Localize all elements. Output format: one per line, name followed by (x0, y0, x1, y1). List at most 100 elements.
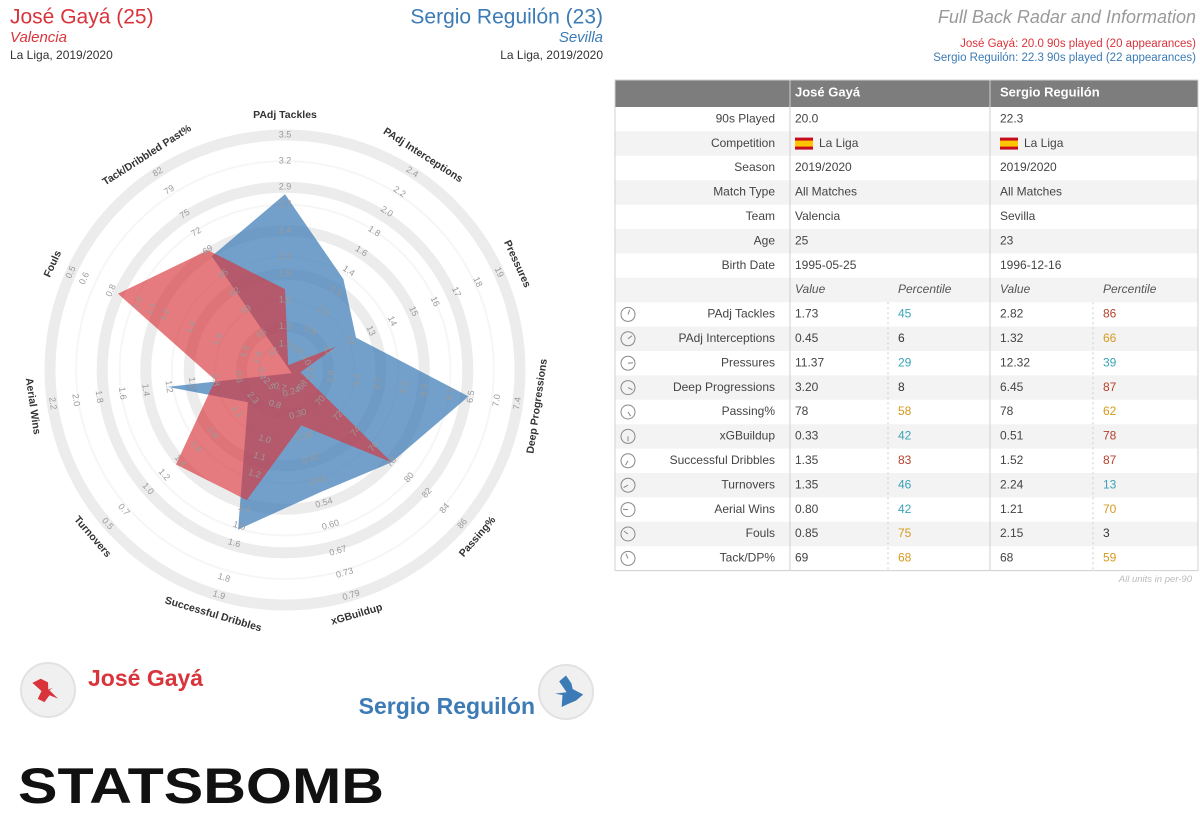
row-background (615, 424, 1198, 449)
tick-label: 68 (295, 378, 309, 392)
metric-icon (620, 355, 636, 371)
tick-label: 1.6 (210, 331, 224, 347)
cell-percentile: 62 (1103, 404, 1117, 418)
tick-label: 86 (455, 516, 469, 530)
metric-icon (620, 331, 636, 347)
metric-icon (620, 477, 636, 493)
row-label: 90s Played (716, 111, 775, 125)
column-header: José Gayá (795, 84, 861, 99)
cell-value: 1.73 (795, 307, 819, 321)
cell-value: 0.80 (795, 502, 819, 516)
cell-value: 0.45 (795, 331, 819, 345)
subheader: Percentile (898, 282, 952, 296)
tick-label: 79 (162, 183, 176, 197)
tick-label: 78 (384, 455, 398, 469)
tick-label: 0.30 (288, 406, 308, 421)
tick-label: 0.6 (77, 270, 91, 286)
cell-percentile: 8 (898, 380, 905, 394)
tick-label: 1.0 (130, 295, 144, 311)
cell: La Liga (1024, 136, 1064, 150)
table-note: All units in per-90 (1118, 574, 1193, 585)
tick-label: 7.0 (490, 393, 502, 407)
tick-label: 1.6 (279, 295, 292, 305)
cell-percentile: 68 (898, 551, 912, 565)
tick-label: 80 (402, 470, 416, 484)
cell-percentile: 83 (898, 453, 912, 467)
tick-label: 0.67 (328, 543, 348, 558)
tick-label: 5.2 (397, 380, 409, 394)
tick-label: 0.6 (233, 370, 245, 384)
metric-icon (620, 380, 636, 396)
tick-label: 0.24 (282, 384, 302, 399)
tick-label: 0.79 (341, 588, 361, 603)
cell-percentile: 13 (1103, 477, 1117, 491)
legend-label: José Gayá (88, 665, 203, 691)
tick-label: 72 (189, 225, 203, 239)
cell-value: 2.82 (1000, 307, 1024, 321)
tick-label: 2.4 (279, 225, 292, 235)
metric-icon (620, 502, 636, 518)
cell-percentile: 87 (1103, 453, 1117, 467)
metric-icon (620, 526, 636, 542)
tick-label: 75 (178, 207, 192, 221)
legend-swatch (555, 675, 584, 707)
cell-percentile: 39 (1103, 355, 1117, 369)
metric-icon (627, 387, 633, 391)
table-header (615, 80, 1198, 107)
tick-label: 1.4 (237, 502, 252, 515)
tick-label: 0.7 (273, 380, 288, 393)
tick-label: 0.8 (104, 283, 118, 299)
tick-label: 17 (450, 285, 463, 298)
row-label: PAdj Interceptions (679, 331, 776, 345)
legend-swatch (32, 678, 58, 703)
metric-icon (625, 553, 629, 559)
subheader: Percentile (1103, 282, 1157, 296)
tick-label: 1.3 (279, 321, 292, 331)
cell-percentile: 87 (1103, 380, 1117, 394)
tick-label: 1.6 (227, 536, 242, 549)
tick-label: 4.7 (372, 376, 384, 390)
cell-value: 1.35 (795, 453, 819, 467)
cell-value: 1.21 (1000, 502, 1024, 516)
tick-label: 82 (151, 165, 165, 179)
metric-icon (620, 306, 636, 322)
row-label: xGBuildup (720, 429, 776, 443)
cell: Sevilla (1000, 209, 1036, 223)
tick-label: 0.73 (335, 565, 355, 580)
tick-label: 11 (322, 344, 335, 357)
row-label: Tack/DP% (720, 551, 776, 565)
row-label: PAdj Tackles (707, 307, 775, 321)
row-background (615, 473, 1198, 498)
metric-icon (625, 460, 629, 466)
legend-badge (538, 664, 594, 720)
tick-label: 1.5 (232, 519, 247, 532)
cell-percentile: 3 (1103, 526, 1110, 540)
tick-label: 55 (255, 327, 269, 341)
subtitle: José Gayá: 20.0 90s played (20 appearanc… (960, 38, 1196, 50)
tick-label: 59 (239, 303, 253, 317)
tick-label: 0.60 (321, 517, 341, 532)
tick-label: 1.0 (187, 376, 199, 390)
tick-label: 1.8 (217, 571, 232, 584)
legend: José Gayá Sergio Reguilón (20, 662, 594, 720)
tick-label: 15 (407, 305, 420, 318)
tick-label: 3.5 (279, 129, 292, 139)
table-border (614, 79, 1199, 572)
cell-percentile: 42 (898, 502, 912, 516)
tick-label: 0.42 (301, 451, 321, 466)
row-label: Pressures (721, 355, 775, 369)
axis-label: PAdj Tackles (253, 109, 317, 121)
tick-label: 2.2 (47, 396, 59, 410)
row-label: Competition (711, 136, 775, 150)
grid-ring (75, 160, 495, 580)
left-team: Valencia (10, 29, 67, 46)
cell-percentile: 6 (898, 331, 905, 345)
cell: 2019/2020 (1000, 160, 1057, 174)
row-background (615, 277, 1198, 303)
tick-label: 19 (493, 265, 506, 278)
grid-ring (44, 129, 526, 611)
cell: La Liga (819, 136, 859, 150)
title: Full Back Radar and Information (938, 7, 1196, 27)
row-label: Fouls (746, 526, 775, 540)
tick-label: 1.9 (279, 269, 292, 279)
